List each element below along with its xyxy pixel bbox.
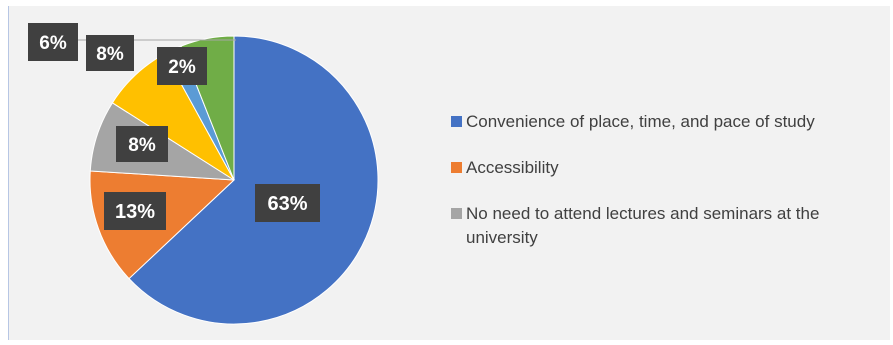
data-label-box-1 [104,192,166,230]
data-labels: 63% 13% 8% 8% 2% 6% [28,23,320,230]
data-label-box-3 [86,35,134,71]
legend-item-no-lectures: No need to attend lectures and seminars … [451,202,881,250]
legend-swatch-accessibility [451,162,462,173]
data-label-text-0: 63% [267,193,307,215]
data-label-5: 6% [28,23,78,61]
legend-swatch-no-lectures [451,208,462,219]
data-label-box-0 [255,184,320,222]
data-label-1: 13% [104,192,166,230]
data-label-text-2: 8% [128,135,156,156]
data-label-box-4 [157,47,207,85]
legend-item-accessibility: Accessibility [451,156,881,180]
legend-label-accessibility: Accessibility [466,158,559,177]
data-label-text-3: 8% [96,44,124,65]
data-label-box-2 [116,126,168,162]
data-label-3: 8% [86,35,134,71]
data-label-text-1: 13% [115,201,155,223]
legend-label-no-lectures: No need to attend lectures and seminars … [466,204,820,247]
legend-item-convenience: Convenience of place, time, and pace of … [451,110,881,134]
pie-slice-0 [128,35,379,325]
data-label-0: 63% [255,184,320,222]
legend: Convenience of place, time, and pace of … [451,110,881,250]
data-label-text-4: 2% [168,57,196,78]
pie-slices [89,35,379,325]
legend-label-convenience: Convenience of place, time, and pace of … [466,112,815,131]
data-label-4: 2% [157,47,207,85]
data-label-2: 8% [116,126,168,162]
legend-swatch-convenience [451,116,462,127]
data-label-text-5: 6% [39,33,67,54]
data-label-box-5 [28,23,78,61]
